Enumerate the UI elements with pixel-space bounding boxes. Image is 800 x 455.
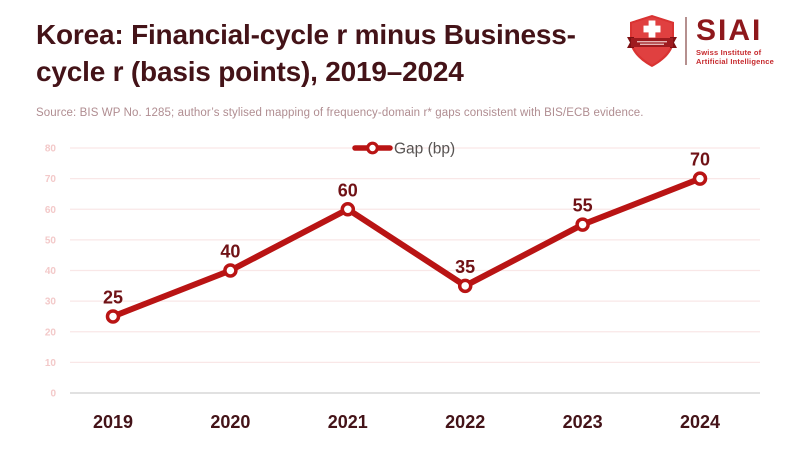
data-point-2022 bbox=[457, 278, 473, 294]
y-tick-label: 30 bbox=[45, 297, 57, 308]
page-title-line1: Korea: Financial-cycle r minus Business- bbox=[36, 19, 576, 50]
y-tick-label: 50 bbox=[45, 235, 57, 246]
x-axis-label: 2023 bbox=[563, 412, 603, 432]
data-label: 55 bbox=[573, 196, 593, 216]
logo-divider bbox=[685, 17, 688, 65]
shield-icon bbox=[627, 15, 678, 67]
page-title: Korea: Financial-cycle r minus Business-… bbox=[36, 16, 646, 90]
data-label: 60 bbox=[338, 180, 358, 200]
page-title-line2: cycle r (basis points), 2019–2024 bbox=[36, 56, 464, 87]
data-point-2024 bbox=[692, 171, 708, 186]
y-tick-label: 40 bbox=[45, 266, 57, 277]
chart-canvas: 0 10 20 30 40 50 60 70 80 2019 2020 2021 2022 2023 202… bbox=[45, 141, 760, 432]
x-axis-label: 2022 bbox=[445, 412, 485, 432]
x-axis-label: 2021 bbox=[328, 412, 368, 432]
legend-label: Gap (bp) bbox=[394, 141, 455, 158]
x-axis-label: 2024 bbox=[680, 412, 720, 432]
x-axis-label: 2019 bbox=[93, 412, 133, 432]
y-tick-label: 70 bbox=[45, 174, 57, 185]
y-tick-label: 60 bbox=[45, 205, 57, 216]
y-tick-label: 10 bbox=[45, 358, 57, 369]
y-tick-label: 80 bbox=[45, 144, 57, 155]
data-label: 70 bbox=[690, 150, 710, 170]
y-tick-label: 0 bbox=[50, 389, 56, 400]
logo-subtitle: Swiss Institute of Artificial Intelligen… bbox=[696, 48, 774, 66]
data-point-2019 bbox=[105, 309, 121, 324]
data-label: 40 bbox=[220, 242, 240, 262]
y-tick-label: 20 bbox=[45, 327, 57, 338]
data-point-2021 bbox=[340, 202, 356, 217]
data-point-2023 bbox=[575, 217, 590, 232]
series-line bbox=[110, 175, 703, 320]
line-chart: 0 10 20 30 40 50 60 70 80 2019 2020 2021 2022 2023 202… bbox=[0, 140, 800, 450]
legend-marker-icon bbox=[366, 141, 379, 155]
data-point-2020 bbox=[223, 263, 238, 278]
data-label: 35 bbox=[455, 257, 475, 277]
x-axis-label: 2020 bbox=[210, 412, 250, 432]
data-label: 25 bbox=[103, 287, 123, 307]
logo-wordmark: SIAI bbox=[696, 14, 763, 47]
siai-logo: SIAI Swiss Institute of Artificial Intel… bbox=[626, 12, 774, 70]
source-note: Source: BIS WP No. 1285; author’s stylis… bbox=[36, 107, 644, 119]
